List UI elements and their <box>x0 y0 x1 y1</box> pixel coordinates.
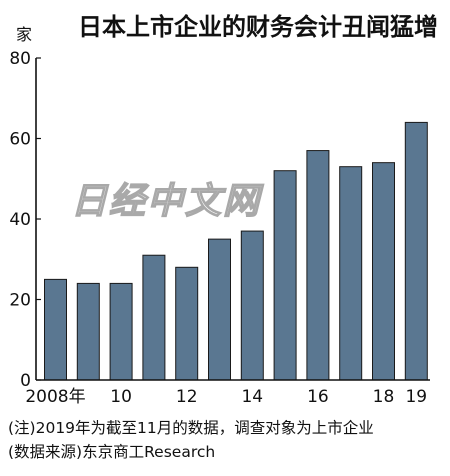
bar-2008 <box>44 278 67 381</box>
y-tick-label: 60 <box>9 130 31 150</box>
bar-2019 <box>404 121 428 381</box>
y-tick-label: 20 <box>9 291 31 311</box>
bar-2012 <box>175 266 199 381</box>
data-source-note: (数据来源)东京商工Research <box>8 443 216 461</box>
x-tick-label: 2008年 <box>25 387 85 407</box>
bar-2010 <box>109 282 133 381</box>
x-tick-label: 19 <box>405 387 427 407</box>
bar-2018 <box>372 162 395 381</box>
bar-2016 <box>306 150 330 381</box>
y-axis-unit-label: 家 <box>16 25 32 44</box>
bar-2014 <box>240 230 264 381</box>
y-tick-label: 0 <box>20 371 31 391</box>
x-tick-label: 12 <box>176 387 198 407</box>
x-tick-label: 18 <box>373 387 395 407</box>
bar-2015 <box>273 170 297 381</box>
chart-title: 日本上市企业的财务会计丑闻猛增 <box>78 13 438 41</box>
y-tick-label: 40 <box>9 210 31 230</box>
bar-2011 <box>142 254 166 381</box>
bar-2009 <box>76 282 100 381</box>
x-tick-label: 14 <box>241 387 263 407</box>
y-tick-label: 80 <box>9 49 31 69</box>
watermark-logo: 日经中文网 <box>71 181 264 222</box>
bar-2017 <box>339 166 363 381</box>
x-tick-label: 10 <box>110 387 132 407</box>
bar-2013 <box>208 238 231 381</box>
x-tick-label: 16 <box>307 387 329 407</box>
footnote: (注)2019年为截至11月的数据，调查对象为上市企业 <box>8 419 374 437</box>
